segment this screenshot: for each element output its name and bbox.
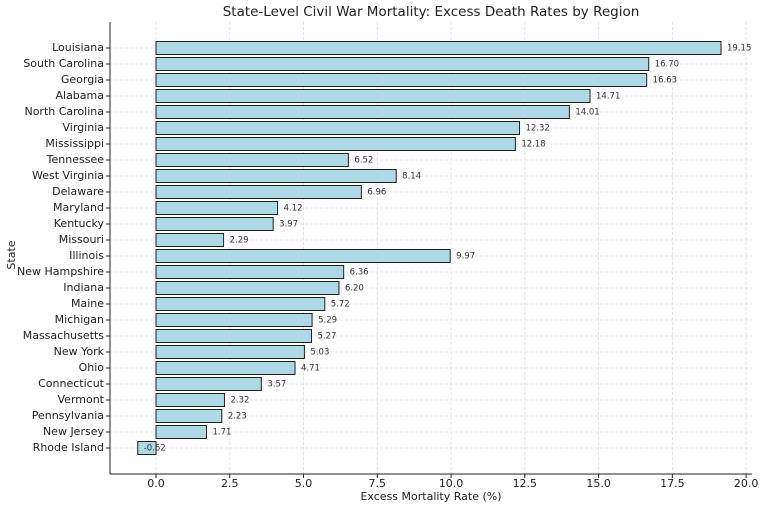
y-tick-label: Delaware: [52, 185, 104, 198]
y-tick-label: Pennsylvania: [32, 409, 104, 422]
y-tick-label: Maryland: [53, 201, 104, 214]
value-label: 2.32: [230, 396, 249, 406]
y-tick-label: Louisiana: [52, 41, 104, 54]
value-label: 1.71: [212, 428, 231, 438]
y-tick-label: Vermont: [58, 393, 105, 406]
y-tick-label: Virginia: [63, 121, 104, 134]
bar: [155, 249, 451, 263]
y-tick-label: South Carolina: [23, 57, 104, 70]
value-label: 3.57: [267, 380, 286, 390]
bar: [155, 265, 345, 279]
bar: [155, 233, 225, 247]
bar: [155, 185, 362, 199]
value-label: 2.29: [230, 236, 249, 246]
value-label: 3.97: [279, 220, 298, 230]
bar: [155, 89, 591, 103]
x-tick-label: 0.0: [147, 477, 165, 490]
value-label: 6.96: [367, 188, 386, 198]
value-label: 19.15: [727, 44, 751, 54]
bar: [155, 393, 225, 407]
x-tick-label: 17.5: [660, 477, 685, 490]
y-tick-label: New York: [54, 345, 105, 358]
y-tick-label: Rhode Island: [33, 441, 104, 454]
bar: [155, 329, 313, 343]
x-axis-label: Excess Mortality Rate (%): [360, 490, 501, 503]
bar: [155, 361, 296, 375]
bar: [155, 281, 340, 295]
y-tick-label: Ohio: [79, 361, 105, 374]
y-tick-label: Illinois: [69, 249, 104, 262]
bar: [155, 105, 570, 119]
value-label: 6.36: [350, 268, 369, 278]
x-tick-label: 15.0: [586, 477, 611, 490]
bar: [155, 73, 648, 87]
value-label: 14.71: [596, 92, 620, 102]
x-tick-label: 7.5: [369, 477, 387, 490]
bar: [155, 313, 313, 327]
bar: [155, 201, 279, 215]
bar: [155, 57, 650, 71]
bar: [155, 345, 305, 359]
y-tick-label: New Hampshire: [17, 265, 104, 278]
x-tick-label: 12.5: [513, 477, 538, 490]
value-label: 5.29: [318, 316, 337, 326]
bar: [155, 41, 722, 55]
y-tick-label: Georgia: [61, 73, 104, 86]
value-label: 8.14: [402, 172, 421, 182]
value-label: 2.23: [228, 412, 247, 422]
value-label: 12.18: [521, 140, 545, 150]
y-axis-label: State: [5, 240, 18, 269]
bar: [155, 169, 397, 183]
y-tick-label: New Jersey: [43, 425, 105, 438]
value-label: 14.01: [575, 108, 599, 118]
value-label: 12.32: [526, 124, 550, 134]
bar: [155, 297, 326, 311]
bar: [155, 425, 207, 439]
value-label: 5.03: [310, 348, 329, 358]
value-label: 16.70: [655, 60, 679, 70]
value-label: 16.63: [653, 76, 677, 86]
value-label: 6.20: [345, 284, 364, 294]
value-label: 4.71: [301, 364, 320, 374]
value-label: 5.72: [331, 300, 350, 310]
y-tick-label: North Carolina: [24, 105, 104, 118]
y-tick-label: Massachusetts: [23, 329, 105, 342]
bar: [155, 153, 349, 167]
y-tick-label: Michigan: [55, 313, 104, 326]
value-label: 5.27: [318, 332, 337, 342]
y-tick-label: West Virginia: [32, 169, 104, 182]
x-tick-label: 5.0: [295, 477, 313, 490]
y-tick-label: Missouri: [59, 233, 104, 246]
x-tick-label: 2.5: [221, 477, 239, 490]
x-tick-label: 20.0: [734, 477, 759, 490]
bar: [155, 137, 516, 151]
chart-title: State-Level Civil War Mortality: Excess …: [223, 4, 640, 20]
bar: [155, 377, 262, 391]
y-tick-label: Indiana: [63, 281, 104, 294]
y-tick-label: Maine: [71, 297, 104, 310]
bar: [137, 441, 157, 455]
y-tick-label: Alabama: [55, 89, 104, 102]
y-tick-label: Connecticut: [38, 377, 105, 390]
y-tick-label: Tennessee: [46, 153, 105, 166]
x-tick-label: 10.0: [439, 477, 464, 490]
value-label: 4.12: [284, 204, 303, 214]
value-label: 9.97: [456, 252, 475, 262]
value-label: 6.52: [354, 156, 373, 166]
bar: [155, 121, 521, 135]
y-tick-label: Kentucky: [54, 217, 105, 230]
y-tick-label: Mississippi: [45, 137, 104, 150]
value-label: -0.62: [144, 444, 166, 454]
bar: [155, 409, 223, 423]
bar: [155, 217, 274, 231]
